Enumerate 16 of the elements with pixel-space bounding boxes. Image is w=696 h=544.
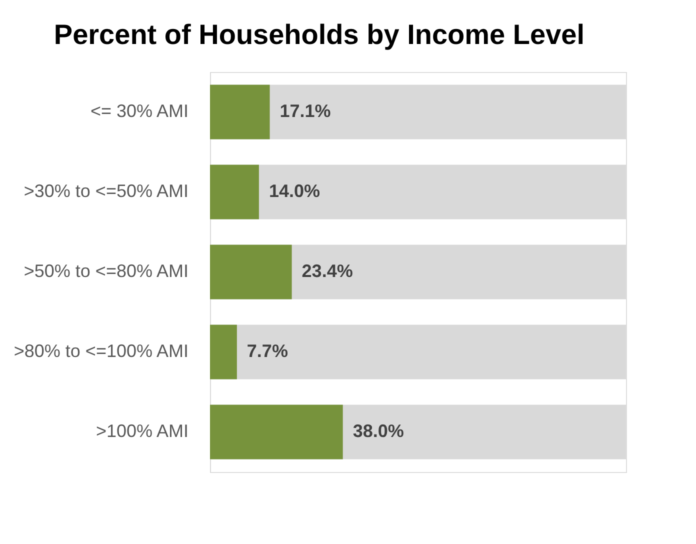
- y-tick-label: >80% to <=100% AMI: [14, 341, 188, 361]
- data-label: 17.1%: [280, 101, 331, 121]
- bar: [210, 244, 292, 300]
- chart-title: Percent of Households by Income Level: [54, 19, 584, 50]
- bar: [210, 84, 270, 140]
- bar: [210, 404, 343, 460]
- y-tick-label: <= 30% AMI: [90, 101, 188, 121]
- data-label: 14.0%: [268, 181, 320, 201]
- y-tick-label: >100% AMI: [96, 421, 188, 441]
- data-label: 7.7%: [246, 341, 288, 361]
- data-label: 38.0%: [352, 421, 404, 441]
- y-tick-label: >50% to <=80% AMI: [24, 261, 188, 281]
- bar: [210, 324, 237, 380]
- bar: [210, 164, 259, 220]
- y-tick-label: >30% to <=50% AMI: [24, 181, 188, 201]
- data-label: 23.4%: [302, 261, 353, 281]
